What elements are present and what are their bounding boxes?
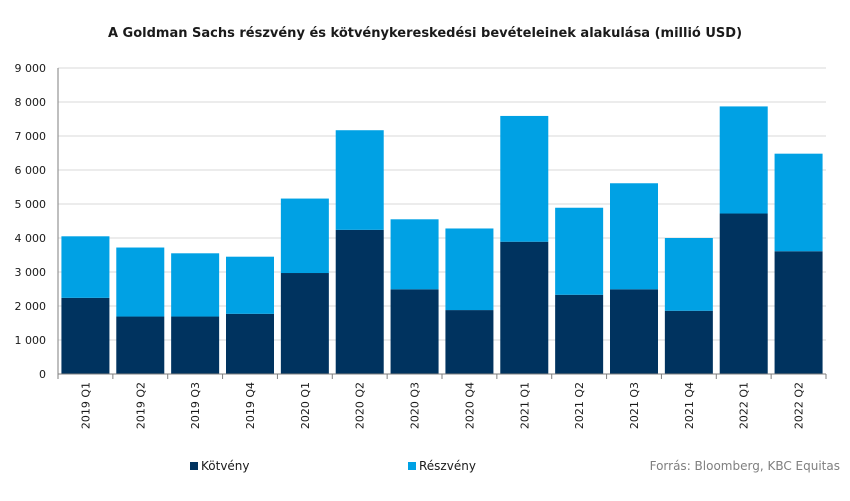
bar-kotveny <box>116 316 165 374</box>
y-tick-label: 9 000 <box>15 62 47 75</box>
x-tick-label: 2021 Q1 <box>518 382 531 429</box>
bar-kotveny <box>280 273 329 374</box>
bar-reszveny <box>61 236 110 298</box>
x-tick-label: 2021 Q2 <box>573 382 586 429</box>
bar-kotveny <box>61 297 110 374</box>
bar-reszveny <box>335 130 384 230</box>
source-note: Forrás: Bloomberg, KBC Equitas <box>650 459 840 473</box>
bars <box>61 106 823 374</box>
bar-kotveny <box>774 251 823 374</box>
bar-kotveny <box>500 241 549 374</box>
x-tick-label: 2022 Q1 <box>738 382 751 429</box>
axes: 0 1 000 2 000 3 000 4 000 5 000 6 000 7 000 8 00… <box>15 62 827 429</box>
bar-kotveny <box>335 229 384 374</box>
bar-kotveny <box>555 294 604 374</box>
y-tick-label: 6 000 <box>15 164 47 177</box>
x-tick-label: 2021 Q3 <box>628 382 641 429</box>
y-tick-label: 2 000 <box>15 300 47 313</box>
y-tick-label: 0 <box>39 368 46 381</box>
bar-reszveny <box>610 183 658 290</box>
bar-kotveny <box>719 213 768 374</box>
x-tick-label: 2019 Q3 <box>189 382 202 429</box>
bar-reszveny <box>664 238 713 311</box>
x-tick-label: 2019 Q4 <box>244 382 257 429</box>
bar-reszveny <box>500 115 549 242</box>
bar-kotveny <box>445 310 494 374</box>
chart-title: A Goldman Sachs részvény és kötvénykeres… <box>108 26 742 41</box>
bar-reszveny <box>280 198 329 274</box>
x-tick-label: 2020 Q3 <box>409 382 422 429</box>
x-tick-label: 2020 Q1 <box>299 382 312 429</box>
y-tick-label: 8 000 <box>15 96 47 109</box>
x-tick-label: 2022 Q2 <box>793 382 806 429</box>
x-tick-label: 2019 Q1 <box>79 382 92 429</box>
bar-kotveny <box>171 316 220 374</box>
legend: Kötvény Részvény <box>190 459 476 473</box>
bar-reszveny <box>390 219 439 290</box>
bar-reszveny <box>116 247 165 317</box>
y-tick-label: 3 000 <box>15 266 47 279</box>
bar-kotveny <box>610 289 658 374</box>
bar-reszveny <box>226 256 274 314</box>
x-tick-label: 2020 Q4 <box>463 382 476 429</box>
y-tick-label: 7 000 <box>15 130 47 143</box>
y-tick-label: 5 000 <box>15 198 47 211</box>
legend-swatch <box>408 462 416 470</box>
bar-reszveny <box>445 228 494 311</box>
legend-label: Részvény <box>419 459 476 473</box>
bar-reszveny <box>774 153 823 252</box>
x-tick-label: 2021 Q4 <box>683 382 696 429</box>
legend-swatch <box>190 462 198 470</box>
bar-kotveny <box>226 313 274 374</box>
y-tick-label: 4 000 <box>15 232 47 245</box>
bar-reszveny <box>719 106 768 214</box>
bar-kotveny <box>390 289 439 374</box>
legend-label: Kötvény <box>201 459 250 473</box>
y-tick-label: 1 000 <box>15 334 47 347</box>
bar-reszveny <box>555 207 604 295</box>
x-tick-label: 2019 Q2 <box>134 382 147 429</box>
bar-reszveny <box>171 253 220 317</box>
bar-kotveny <box>664 310 713 374</box>
x-tick-label: 2020 Q2 <box>354 382 367 429</box>
